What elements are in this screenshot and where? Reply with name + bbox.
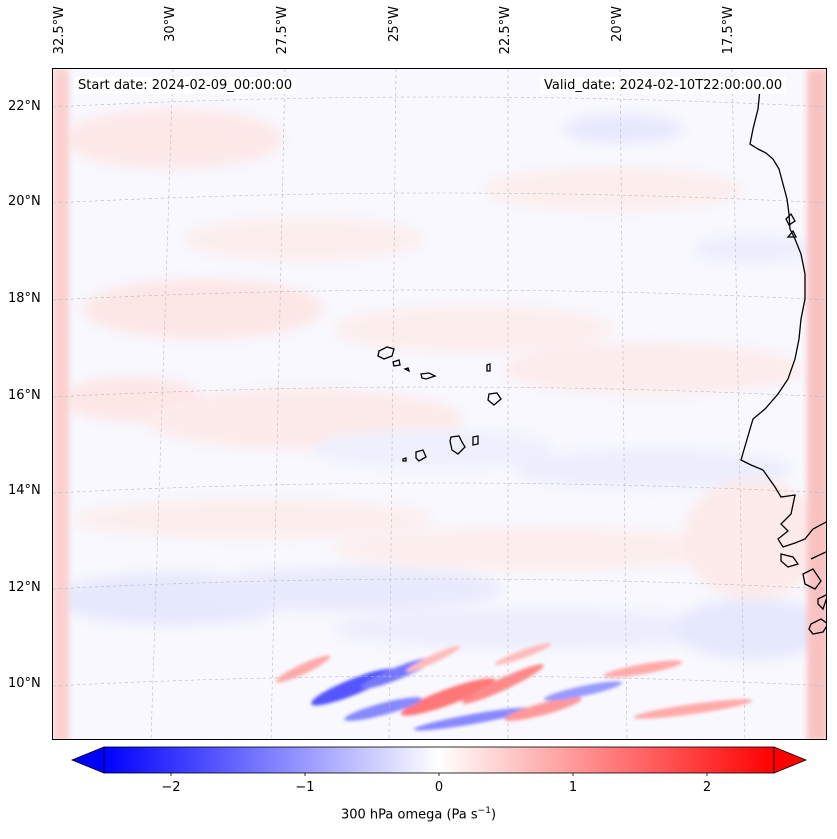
colorbar-body [103,746,775,774]
graticule [53,69,826,739]
lon-label-25w: 25°W [387,6,402,42]
lat-label-22n: 22°N [8,99,41,114]
map-panel [52,68,827,740]
colorbar-title: 300 hPa omega (Pa s−1) [340,806,497,823]
lon-label-32-5w: 32.5°W [52,6,67,55]
lon-label-30w: 30°W [163,6,178,42]
colorbar [70,746,808,776]
colorbar-tick-minus-2: −2 [161,780,181,795]
colorbar-tick-1: 1 [568,780,578,795]
colorbar-tick-2: 2 [702,780,712,795]
colorbar-tick-0: 0 [434,780,444,795]
start-date-label: Start date: 2024-02-09_00:00:00 [74,77,297,94]
colorbar-right-extension [773,746,808,774]
cape-verde-islands [377,346,502,462]
lat-label-12n: 12°N [8,580,41,595]
lat-label-16n: 16°N [8,388,41,403]
lon-label-27-5w: 27.5°W [275,6,290,55]
lat-label-20n: 20°N [8,194,41,209]
lon-label-22-5w: 22.5°W [498,6,513,55]
colorbar-tick-minus-1: −1 [295,780,315,795]
african-coastline [740,88,826,635]
lon-label-20w: 20°W [610,6,625,42]
lat-label-10n: 10°N [8,676,41,691]
convective-band [275,643,753,731]
valid-date-label: Valid_date: 2024-02-10T22:00:00.00 [540,77,787,94]
colorbar-left-extension [70,746,105,774]
omega-field-map [53,69,826,739]
omega-field-shading [53,109,826,659]
lat-label-18n: 18°N [8,291,41,306]
lat-label-14n: 14°N [8,483,41,498]
lon-label-17-5w: 17.5°W [721,6,736,55]
